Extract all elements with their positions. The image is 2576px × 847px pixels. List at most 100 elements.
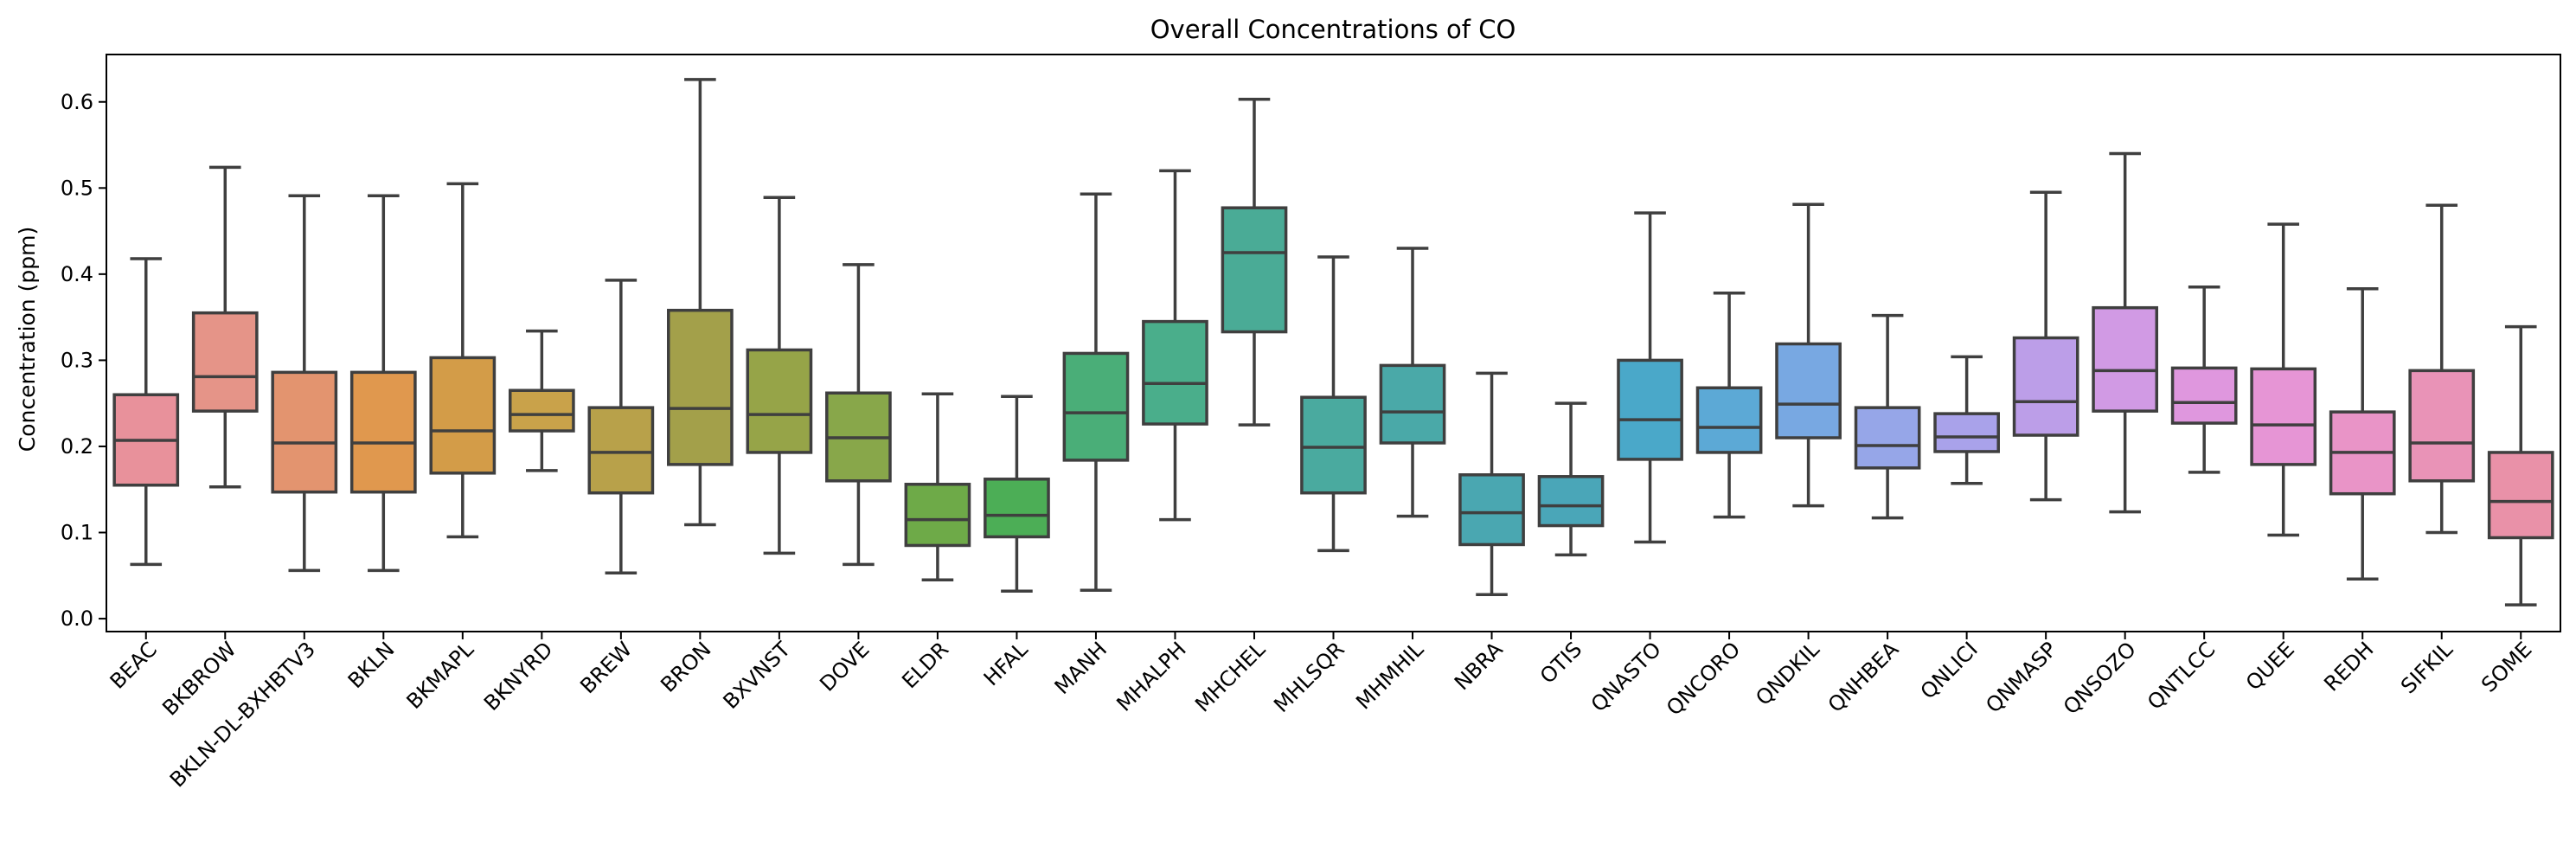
x-tick-label: QNLICI [1916,637,1983,703]
box-bxvnst [746,196,813,555]
x-tick-label: MHMHIL [1351,637,1429,715]
plot-frame [106,54,2561,632]
box-qndkil [1775,202,1842,508]
iqr-box [271,370,338,494]
box-qnasto [1617,211,1683,544]
x-tick-label: BREW [575,637,637,698]
iqr-box [1458,473,1525,547]
iqr-box [191,311,259,413]
box-mhlsqr [1300,255,1367,553]
x-tick-label: BKBROW [157,637,240,720]
x-tick-label: QNSOZO [2059,637,2141,719]
iqr-box [1062,351,1130,462]
iqr-box [508,388,575,433]
x-tick-label: BKLN-DL-BXHBTV3 [165,637,320,792]
x-tick-label: REDH [2319,637,2378,696]
box-quee [2250,222,2317,537]
iqr-box [1379,363,1446,445]
y-axis-label: Concentration (ppm) [15,227,40,452]
box-qnhbea [1854,313,1921,520]
x-tick-label: BKLN [343,637,400,693]
x-tick-label: MANH [1050,637,1112,699]
x-tick-label: QUEE [2241,637,2299,695]
box-mhalph [1142,169,1208,522]
box-bkbrow [191,165,259,489]
x-tick-label: QNCORO [1662,637,1745,720]
box-some [2487,324,2554,606]
y-tick-label: 0.2 [61,434,93,459]
iqr-box [1300,395,1367,495]
x-tick-label: QNDKIL [1751,637,1824,710]
x-tick-label: BKMAPL [402,637,479,714]
x-tick-label: BRON [656,637,715,696]
x-tick-label: QNHBEA [1823,637,1904,717]
iqr-box [984,478,1050,539]
box-mhmhil [1379,247,1446,518]
box-bknyrd [508,329,575,472]
x-tick-label: BXVNST [719,637,796,714]
y-tick-label: 0.3 [61,348,93,372]
iqr-box [1854,406,1921,470]
x-tick-label: MHCHEL [1190,637,1270,716]
box-eldr [904,392,971,582]
box-qncoro [1695,292,1763,519]
x-tick-label: NBRA [1450,637,1508,695]
plot-area [112,78,2554,606]
iqr-box [2170,366,2238,425]
x-tick-label: MHLSQR [1269,637,1349,717]
iqr-box [1537,475,1605,528]
iqr-box [2487,451,2554,540]
iqr-box [2408,369,2476,483]
iqr-box [1617,358,1683,461]
x-tick-label: SIFKIL [2396,637,2457,698]
y-tick-label: 0.6 [61,90,93,114]
box-dove [825,263,892,567]
iqr-box [667,308,734,466]
box-redh [2329,287,2396,581]
x-tick-label: QNMASP [1981,637,2061,717]
box-manh [1062,192,1130,592]
iqr-box [429,356,497,475]
y-tick-label: 0.1 [61,521,93,545]
box-otis [1537,401,1605,557]
iqr-box [746,348,813,454]
x-tick-label: BEAC [106,637,162,693]
box-beac [112,257,180,567]
iqr-box [587,406,655,495]
box-mhchel [1221,98,1288,427]
box-bron [667,78,734,527]
y-tick-label: 0.4 [61,262,93,286]
x-tick-label: HFAL [979,637,1033,690]
x-tick-label: QNTLCC [2143,637,2220,714]
iqr-box [1775,342,1842,440]
iqr-box [349,370,417,494]
box-brew [587,279,655,575]
x-tick-label: DOVE [815,637,874,696]
chart-title: Overall Concentrations of CO [1150,15,1516,44]
x-tick-label: SOME [2477,637,2536,696]
box-qntlcc [2170,286,2238,474]
box-hfal [984,395,1050,593]
x-tick-label: OTIS [1535,637,1586,688]
iqr-box [1221,206,1288,334]
y-tick-label: 0.5 [61,176,93,200]
x-tick-label: QNASTO [1586,637,1666,716]
box-qnmasp [2012,190,2079,502]
iqr-box [2250,367,2317,466]
iqr-box [904,483,971,548]
y-tick-label: 0.0 [61,606,93,631]
iqr-box [1933,412,2000,453]
x-tick-label: MHALPH [1112,637,1190,715]
box-bkln-dl-bxhbtv3 [271,194,338,573]
iqr-box [2092,305,2159,413]
x-tick-label: BKNYRD [479,637,557,715]
iqr-box [1695,386,1763,454]
box-bkmapl [429,182,497,539]
iqr-box [1142,319,1208,426]
box-qnlici [1933,355,2000,485]
box-bkln [349,194,417,573]
y-axis: 0.0 0.1 0.2 0.3 0.4 0.5 0.6 [61,90,106,631]
x-tick-label: ELDR [897,637,953,693]
box-nbra [1458,371,1525,596]
